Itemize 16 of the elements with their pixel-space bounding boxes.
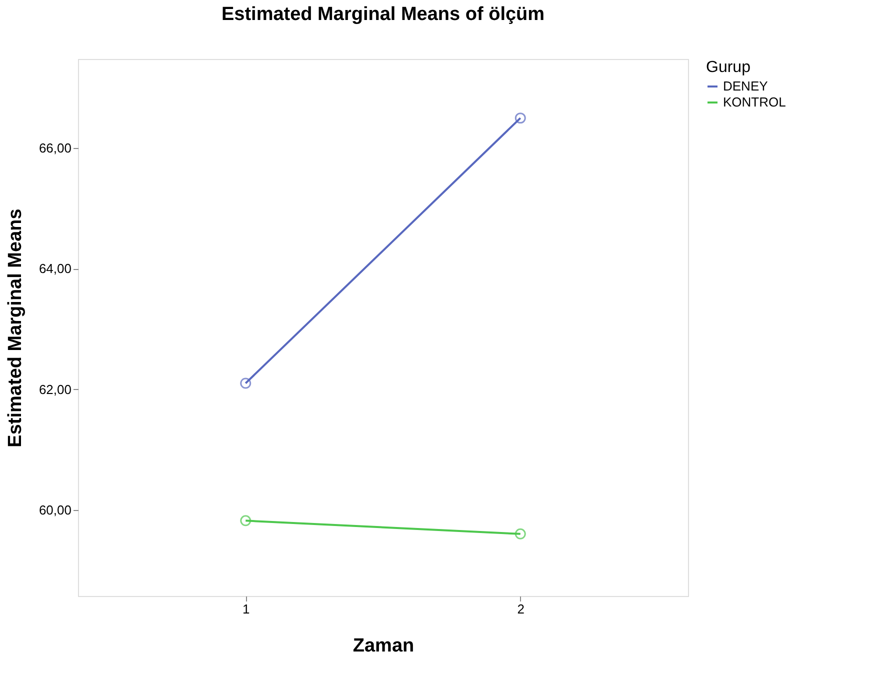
- point: [514, 112, 526, 124]
- y-axis-title: Estimated Marginal Means: [4, 208, 26, 448]
- x-tick-label: 1: [242, 602, 250, 616]
- x-axis-title: Zaman: [352, 636, 414, 656]
- point: [240, 515, 252, 526]
- y-tick-label: 64,00: [38, 261, 72, 276]
- y-tick-label: 66,00: [38, 140, 72, 156]
- x-tick-label: 2: [517, 602, 525, 616]
- y-tick-label: 60,00: [38, 502, 72, 518]
- legend-label: KONTROL: [723, 94, 786, 110]
- point: [240, 378, 252, 389]
- legend-title: Gurup: [706, 59, 751, 76]
- legend-label: DENEY: [723, 78, 768, 94]
- point: [514, 528, 526, 540]
- chart-title: Estimated Marginal Means of ölçüm: [221, 4, 545, 25]
- y-tick-label: 62,00: [38, 382, 72, 397]
